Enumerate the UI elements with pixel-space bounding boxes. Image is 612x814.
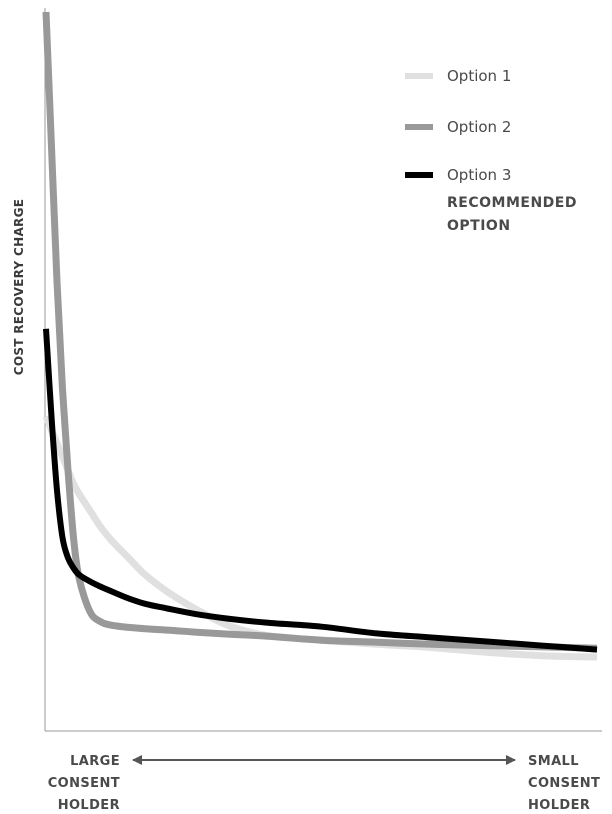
legend: Option 1 Option 2 Option 3 RECOMMENDED O…	[405, 67, 577, 234]
series-line-option-3	[43, 328, 598, 653]
series-line-option-2	[42, 11, 598, 652]
legend-note-line-1: RECOMMENDED	[447, 195, 577, 211]
x-left-label-line-1: LARGE	[70, 754, 120, 769]
legend-note-line-2: OPTION	[447, 218, 511, 234]
series-layer	[42, 11, 598, 661]
x-left-label-line-2: CONSENT	[48, 776, 120, 791]
legend-label-option-2: Option 2	[447, 118, 511, 136]
x-left-label-line-3: HOLDER	[58, 798, 120, 813]
series-line-option-1	[42, 415, 598, 661]
legend-label-option-1: Option 1	[447, 67, 511, 85]
x-right-label-line-1: SMALL	[528, 754, 579, 769]
x-right-label-line-2: CONSENT	[528, 776, 600, 791]
x-right-label-line-3: HOLDER	[528, 798, 590, 813]
y-axis-label: COST RECOVERY CHARGE	[12, 199, 26, 376]
legend-label-option-3: Option 3	[447, 166, 511, 184]
